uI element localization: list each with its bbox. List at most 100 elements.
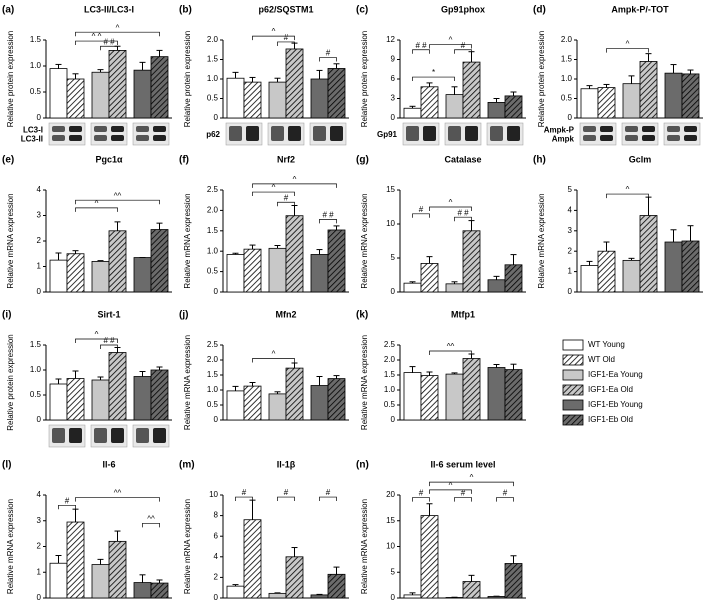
y-tick-label: 2.5 — [207, 185, 219, 194]
panel-label: (g) — [356, 155, 369, 166]
blot-label: LC3-II — [21, 135, 43, 144]
blot-band — [136, 135, 149, 141]
y-tick-label: 15 — [386, 516, 395, 525]
y-tick-label: 1.5 — [561, 55, 573, 64]
blot-band — [288, 126, 301, 141]
significance-bracket — [412, 497, 430, 502]
y-tick-label: 1.5 — [207, 226, 219, 235]
blot-band — [52, 428, 65, 443]
y-tick-label: 2 — [37, 542, 42, 551]
significance-label: * — [432, 68, 435, 77]
bar — [580, 88, 599, 119]
y-tick-label: 2.0 — [207, 35, 219, 44]
bar — [420, 515, 439, 599]
chart-title: Mtfp1 — [451, 309, 475, 319]
bar — [445, 373, 464, 421]
significance-label: ^ — [626, 40, 630, 49]
panel-label: (b) — [179, 5, 192, 16]
y-axis-label: Relative protein expression — [537, 31, 546, 128]
bar — [285, 556, 304, 599]
significance-bracket — [319, 496, 337, 502]
y-tick-label: 8 — [214, 511, 219, 520]
chart-title: Il-6 — [102, 459, 115, 469]
bar — [403, 372, 422, 421]
y-tick-label: 0 — [214, 593, 219, 602]
bar — [327, 573, 346, 599]
chart-title: Ampk-P/-TOT — [611, 4, 669, 14]
y-tick-label: 1.0 — [30, 61, 42, 70]
y-axis-label: Relative mRNA expression — [183, 193, 192, 288]
blot-band — [153, 135, 166, 141]
y-axis-label: Relative protein expression — [183, 31, 192, 128]
y-tick-label: 0 — [37, 287, 42, 296]
y-tick-label: 0 — [37, 415, 42, 424]
significance-bracket — [454, 216, 472, 222]
bar — [91, 71, 110, 119]
panel-label: (a) — [2, 5, 14, 16]
bar — [243, 385, 262, 421]
significance-bracket — [319, 219, 337, 224]
bar — [681, 73, 700, 119]
bar — [327, 378, 346, 421]
bar — [243, 519, 262, 599]
bar — [66, 521, 85, 599]
blot-band — [94, 126, 107, 132]
significance-bracket — [412, 49, 430, 54]
blot-band — [600, 135, 613, 141]
y-tick-label: 0 — [391, 113, 396, 122]
significance-bracket — [429, 206, 472, 211]
y-tick-label: 2.0 — [207, 355, 219, 364]
blot-band — [406, 126, 419, 141]
y-tick-label: 3 — [391, 94, 396, 103]
y-tick-label: 0 — [214, 113, 219, 122]
bar — [66, 378, 85, 421]
legend-label: IGF1-Ea Young — [588, 370, 643, 379]
significance-label: # — [284, 193, 289, 202]
y-tick-label: 5 — [568, 185, 573, 194]
y-tick-label: 1.5 — [30, 340, 42, 349]
bar — [639, 61, 658, 119]
blot-band — [94, 428, 107, 443]
bar — [420, 263, 439, 293]
bar — [681, 240, 700, 293]
bar — [445, 283, 464, 293]
panel-label: (i) — [2, 310, 11, 321]
bar — [66, 253, 85, 293]
bar — [310, 385, 329, 421]
y-axis-label: Relative mRNA expression — [537, 193, 546, 288]
bar — [133, 69, 152, 119]
bar — [268, 247, 287, 293]
panel-label: (h) — [533, 155, 546, 166]
significance-label: ^ — [272, 183, 276, 192]
y-tick-label: 5 — [391, 253, 396, 262]
bar — [487, 102, 506, 119]
significance-bracket — [75, 31, 160, 37]
chart-title: Pgc1α — [95, 154, 123, 164]
significance-label: ^ — [272, 350, 276, 359]
bar — [445, 94, 464, 119]
y-tick-label: 2 — [37, 236, 42, 245]
significance-label: ^^ — [447, 342, 455, 351]
blot-band — [583, 126, 596, 132]
significance-bracket — [454, 497, 472, 502]
bar — [420, 375, 439, 421]
significance-bracket — [412, 213, 430, 218]
significance-bracket — [454, 49, 472, 54]
significance-label: # — [284, 33, 289, 42]
y-tick-label: 1.5 — [384, 370, 396, 379]
y-tick-label: 6 — [391, 74, 396, 83]
significance-label: # — [461, 489, 466, 498]
blot-band — [625, 126, 638, 132]
y-axis-label: Relative mRNA expression — [360, 193, 369, 288]
chart-title: LC3-II/LC3-I — [84, 4, 134, 14]
bar — [49, 68, 68, 119]
y-tick-label: 4 — [568, 206, 573, 215]
y-tick-label: 2.0 — [384, 355, 396, 364]
bar — [504, 369, 523, 421]
significance-label: # — [419, 489, 424, 498]
significance-label: # — [326, 49, 331, 58]
blot-band — [667, 135, 680, 141]
significance-bracket — [606, 193, 649, 199]
blot-band — [423, 126, 436, 141]
